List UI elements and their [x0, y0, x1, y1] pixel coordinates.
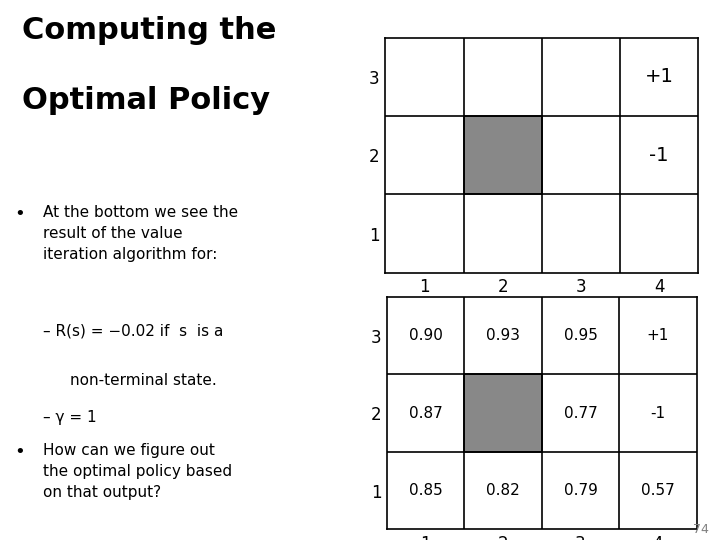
Text: Optimal Policy: Optimal Policy: [22, 86, 270, 116]
Text: -1: -1: [650, 406, 665, 421]
Text: 74: 74: [693, 523, 709, 536]
Text: At the bottom we see the
result of the value
iteration algorithm for:: At the bottom we see the result of the v…: [43, 205, 238, 262]
Text: How can we figure out
the optimal policy based
on that output?: How can we figure out the optimal policy…: [43, 443, 233, 500]
Bar: [464, 116, 541, 194]
Text: 0.93: 0.93: [486, 328, 520, 343]
Text: +1: +1: [645, 68, 674, 86]
Text: 0.77: 0.77: [564, 406, 598, 421]
Bar: [464, 374, 541, 452]
Text: Computing the: Computing the: [22, 16, 276, 45]
Text: •: •: [14, 205, 25, 223]
Text: 0.79: 0.79: [564, 483, 598, 498]
Text: 0.90: 0.90: [409, 328, 443, 343]
Text: 0.87: 0.87: [409, 406, 443, 421]
Text: 0.95: 0.95: [564, 328, 598, 343]
Text: 0.57: 0.57: [641, 483, 675, 498]
Text: -1: -1: [649, 146, 669, 165]
Text: •: •: [14, 443, 25, 461]
X-axis label: Optimal Policy: Optimal Policy: [469, 303, 615, 321]
Text: 0.82: 0.82: [486, 483, 520, 498]
Text: 0.85: 0.85: [409, 483, 443, 498]
Text: – γ = 1: – γ = 1: [43, 410, 96, 426]
Text: non-terminal state.: non-terminal state.: [70, 373, 217, 388]
Text: – R(s) = −0.02 if  s  is a: – R(s) = −0.02 if s is a: [43, 324, 224, 339]
Text: +1: +1: [647, 328, 669, 343]
